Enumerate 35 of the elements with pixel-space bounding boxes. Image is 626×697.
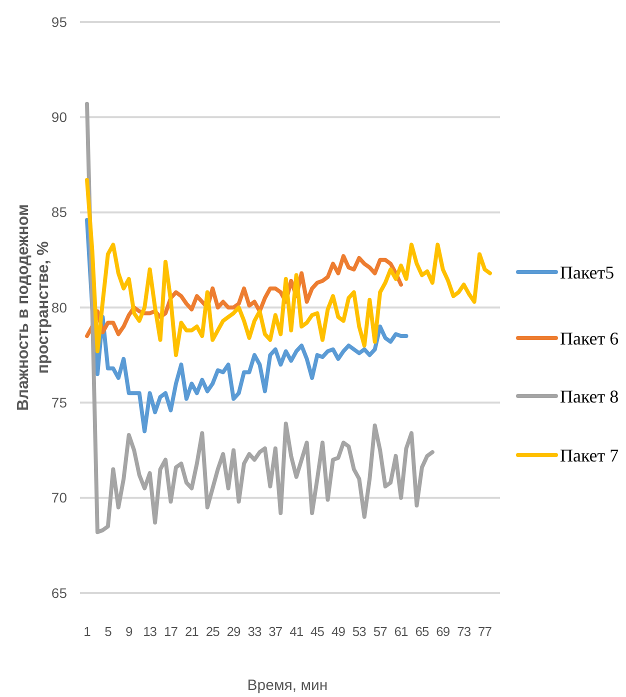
x-tick-label: 21 bbox=[184, 624, 199, 639]
x-tick-label: 29 bbox=[226, 624, 241, 639]
legend-label: Пакет5 bbox=[560, 262, 614, 282]
y-tick-label: 90 bbox=[51, 109, 68, 126]
legend-label: Пакет 7 bbox=[560, 445, 619, 466]
x-tick-label: 5 bbox=[104, 624, 112, 639]
legend-label: Пакет 6 bbox=[560, 328, 619, 348]
x-tick-label: 41 bbox=[290, 624, 304, 639]
line-series bbox=[85, 102, 434, 534]
x-tick-label: 73 bbox=[457, 624, 471, 639]
x-tick-label: 65 bbox=[415, 624, 429, 639]
y-tick-label: 75 bbox=[51, 394, 68, 411]
y-axis-title: Влажность в пододежном пространстве, % bbox=[15, 204, 52, 411]
legend-label: Пакет 8 bbox=[560, 386, 619, 406]
x-tick-label: 17 bbox=[164, 624, 178, 639]
x-tick-label: 69 bbox=[436, 624, 450, 639]
x-tick-label: 37 bbox=[268, 624, 282, 639]
y-tick-label: 95 bbox=[51, 14, 68, 30]
x-tick-label: 49 bbox=[331, 624, 346, 639]
x-tick-label: 25 bbox=[206, 624, 220, 639]
x-tick-label: 13 bbox=[143, 624, 157, 639]
x-axis-title: Время, мин bbox=[247, 677, 328, 694]
x-tick-label: 9 bbox=[126, 624, 133, 639]
y-tick-label: 80 bbox=[51, 299, 68, 316]
x-tick-label: 77 bbox=[478, 624, 492, 639]
line-series bbox=[85, 178, 492, 358]
x-tick-label: 33 bbox=[248, 624, 262, 639]
x-tick-label: 53 bbox=[352, 624, 366, 639]
y-tick-label: 65 bbox=[51, 584, 68, 601]
y-tick-label: 70 bbox=[51, 490, 68, 506]
x-tick-label: 1 bbox=[84, 624, 91, 639]
y-tick-label: 85 bbox=[51, 204, 68, 220]
x-tick-label: 61 bbox=[394, 624, 408, 639]
x-tick-label: 57 bbox=[373, 624, 388, 639]
x-tick-label: 45 bbox=[310, 624, 324, 639]
